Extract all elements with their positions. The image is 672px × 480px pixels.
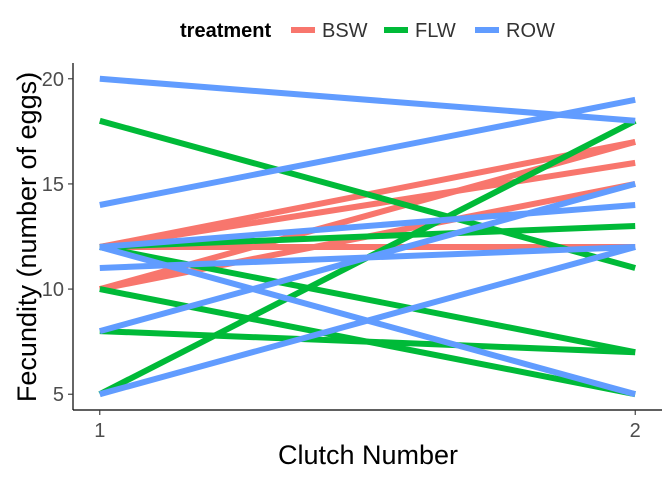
y-axis-title: Fecundity (number of eggs)	[12, 72, 42, 402]
legend-title: treatment	[180, 20, 271, 42]
series-line-row-14	[99, 202, 636, 250]
series-line-flw-10	[99, 328, 636, 356]
series-line-row-12	[99, 75, 636, 124]
y-tick-label: 10	[42, 279, 64, 301]
x-axis-title: Clutch Number	[278, 440, 458, 470]
legend-items: BSW FLW ROW	[291, 20, 555, 42]
legend-label-flw: FLW	[415, 20, 456, 42]
legend: treatment BSW FLW ROW	[180, 20, 555, 42]
series-line-bsw-2	[99, 159, 636, 250]
series-line-flw-7	[99, 223, 636, 250]
y-tick-label: 15	[42, 174, 64, 196]
series-line-row-18	[99, 244, 636, 398]
series-line-row-17	[99, 181, 636, 334]
series-line-row-13	[99, 96, 636, 208]
series-layer	[98, 75, 637, 398]
legend-label-bsw: BSW	[322, 20, 368, 42]
legend-label-row: ROW	[506, 20, 555, 42]
y-tick-label: 20	[42, 69, 64, 91]
series-line-flw-6	[99, 117, 636, 271]
y-tick-label: 5	[53, 384, 64, 406]
x-tick-label: 2	[630, 420, 641, 442]
y-ticks: 5 10 15 20	[42, 69, 73, 406]
x-tick-label: 1	[94, 420, 105, 442]
